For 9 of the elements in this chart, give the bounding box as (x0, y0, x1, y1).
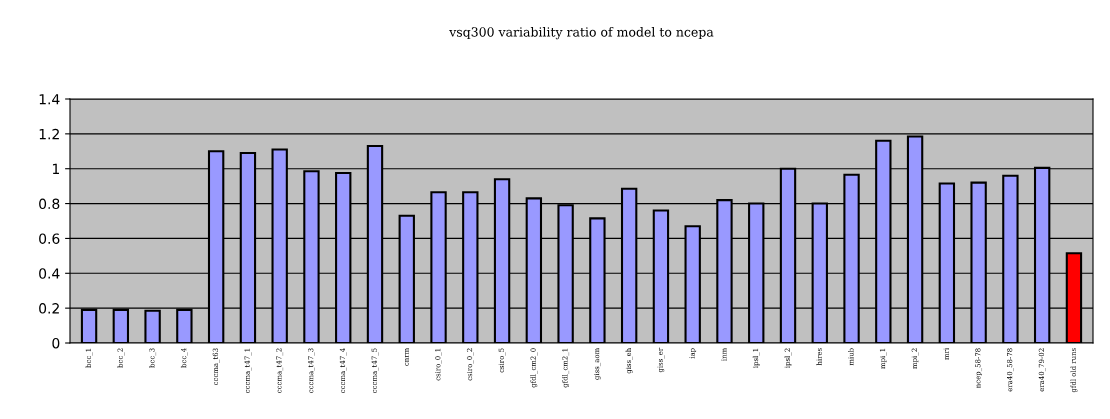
chart-title: vsq300 variability ratio of model to ncepa (449, 27, 714, 40)
y-tick-label: 0.8 (39, 198, 60, 210)
y-tick-label: 0.4 (39, 268, 60, 279)
y-tick-label: 0 (52, 337, 60, 349)
y-tick-label: 0.2 (39, 303, 59, 314)
y-tick-label: 1.2 (39, 128, 59, 140)
y-tick-label: 0.6 (39, 233, 60, 244)
y-tick-label: 1 (52, 163, 59, 174)
y-tick-label: 1.4 (39, 94, 60, 105)
